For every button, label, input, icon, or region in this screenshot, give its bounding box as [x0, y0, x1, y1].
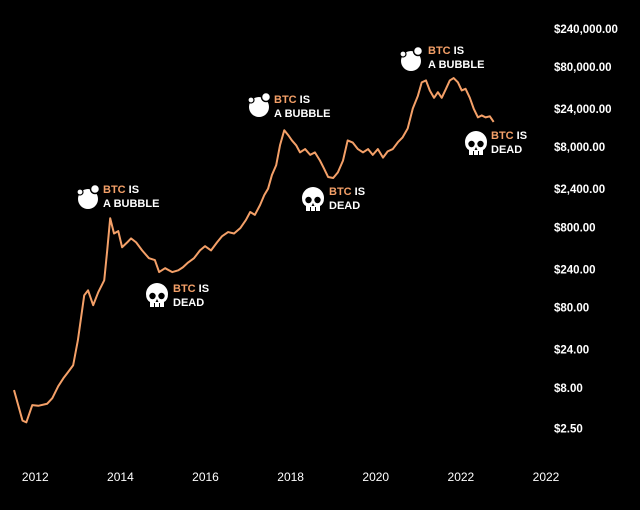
y-tick-label: $24.00	[554, 345, 589, 357]
x-tick-label: 2016	[192, 470, 219, 484]
bubble-icon	[399, 50, 407, 58]
annotation-line: A BUBBLE	[274, 108, 330, 120]
annotation-line: DEAD	[491, 144, 522, 156]
bubble-icon	[247, 96, 255, 104]
annotation-line: BTC IS	[491, 130, 527, 142]
x-tick-label: 2022	[448, 470, 475, 484]
y-tick-label: $80.00	[554, 303, 589, 315]
annotation-line: BTC IS	[428, 45, 464, 57]
annotation-highlight: BTC	[274, 94, 297, 106]
y-tick-label: $8.00	[554, 383, 583, 395]
annotation-line: DEAD	[173, 297, 204, 309]
annotation: BTC IS DEAD	[146, 283, 209, 309]
price-line	[13, 77, 495, 424]
bubble-icon	[249, 97, 269, 117]
annotation: BTC IS DEAD	[302, 186, 365, 212]
y-tick-label: $80,000.00	[554, 62, 612, 74]
x-tick-label: 2018	[277, 470, 304, 484]
annotation-text: IS	[199, 283, 209, 295]
annotation-highlight: BTC	[428, 45, 451, 57]
bubble-icon	[76, 188, 84, 196]
skull-icon	[302, 187, 324, 211]
bubble-icon	[412, 45, 424, 57]
skull-eye	[477, 140, 484, 148]
skull-eye	[158, 292, 165, 300]
x-tick-label: 2022	[533, 470, 560, 484]
bubble-icon	[78, 189, 98, 209]
annotation-line: A BUBBLE	[428, 59, 484, 71]
annotation-text: IS	[300, 94, 310, 106]
annotation-line: BTC IS	[329, 186, 365, 198]
skull-icon	[146, 283, 168, 307]
skull-nose	[311, 203, 315, 206]
annotation-text: IS	[454, 45, 464, 57]
annotation: BTC IS DEAD	[465, 130, 527, 156]
skull-eye	[468, 140, 475, 148]
y-tick-label: $240,000.00	[554, 24, 618, 36]
skull-nose	[155, 299, 159, 302]
annotation: BTC IS A BUBBLE	[76, 183, 159, 210]
bubble-icon	[260, 91, 272, 103]
annotation: BTC IS A BUBBLE	[399, 45, 484, 71]
annotation-highlight: BTC	[173, 283, 196, 295]
annotation: BTC IS A BUBBLE	[247, 91, 330, 120]
x-tick-label: 2020	[362, 470, 389, 484]
y-tick-label: $800.00	[554, 222, 596, 234]
y-tick-label: $2,400.00	[554, 184, 605, 196]
skull-nose	[474, 147, 478, 150]
annotation-text: IS	[355, 186, 365, 198]
y-tick-label: $24,000.00	[554, 104, 612, 116]
bubble-icon	[401, 51, 421, 71]
annotation-text: IS	[129, 184, 139, 196]
annotation-line: DEAD	[329, 200, 360, 212]
skull-icon	[465, 131, 487, 155]
y-tick-label: $2.50	[554, 423, 583, 435]
annotation-highlight: BTC	[329, 186, 352, 198]
y-tick-label: $8,000.00	[554, 142, 605, 154]
skull-eye	[149, 292, 156, 300]
annotation-line: A BUBBLE	[103, 198, 159, 210]
annotation-text: IS	[517, 130, 527, 142]
annotation-highlight: BTC	[491, 130, 514, 142]
annotation-line: BTC IS	[173, 283, 209, 295]
skull-eye	[314, 196, 321, 204]
y-tick-label: $240.00	[554, 264, 596, 276]
x-tick-label: 2012	[22, 470, 49, 484]
skull-eye	[305, 196, 312, 204]
annotation-line: BTC IS	[274, 94, 310, 106]
annotation-line: BTC IS	[103, 184, 139, 196]
bubble-icon	[89, 183, 101, 195]
annotation-highlight: BTC	[103, 184, 126, 196]
x-tick-label: 2014	[107, 470, 134, 484]
